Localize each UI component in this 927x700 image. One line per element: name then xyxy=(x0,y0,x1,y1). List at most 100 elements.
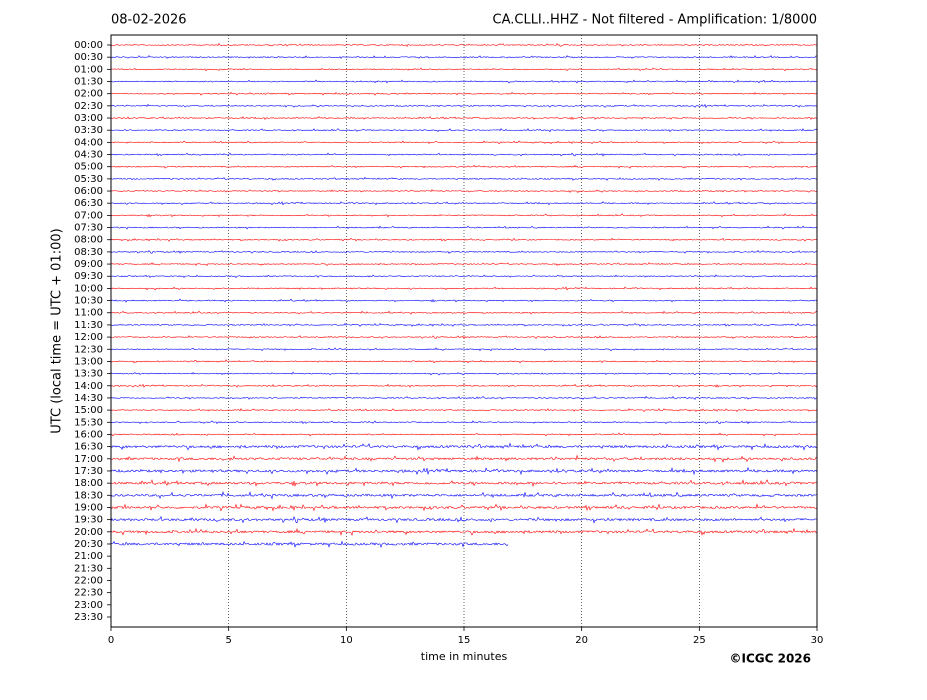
trace xyxy=(110,128,818,133)
y-tick-label: 15:00 xyxy=(74,405,103,416)
y-tick-label: 07:00 xyxy=(74,210,103,221)
y-tick-label: 04:00 xyxy=(74,137,103,148)
trace xyxy=(110,116,818,121)
y-tick-label: 14:00 xyxy=(74,381,103,392)
chart-date: 08-02-2026 xyxy=(111,13,187,28)
trace xyxy=(110,383,818,388)
plot-frame xyxy=(110,34,818,628)
trace xyxy=(110,347,818,352)
x-tick-label: 25 xyxy=(693,635,706,646)
trace xyxy=(110,335,818,340)
trace xyxy=(110,103,818,108)
trace xyxy=(110,249,818,254)
y-tick-label: 18:30 xyxy=(74,490,103,501)
chart-title: CA.CLLI..HHZ - Not filtered - Amplificat… xyxy=(493,13,818,28)
trace xyxy=(110,454,818,463)
y-tick-label: 05:00 xyxy=(74,162,103,173)
trace xyxy=(110,286,818,291)
y-tick-label: 01:00 xyxy=(74,64,103,75)
y-tick-label: 07:30 xyxy=(74,223,103,234)
trace xyxy=(110,408,818,413)
y-tick-label: 17:30 xyxy=(74,466,103,477)
y-tick-label: 04:30 xyxy=(74,150,103,161)
trace xyxy=(110,91,818,96)
y-tick-label: 16:00 xyxy=(74,429,103,440)
y-tick-label: 23:30 xyxy=(74,612,103,623)
x-tick-label: 20 xyxy=(575,635,588,646)
y-tick-label: 05:30 xyxy=(74,174,103,185)
y-tick-label: 11:30 xyxy=(74,320,103,331)
trace xyxy=(110,491,818,500)
trace xyxy=(110,237,818,242)
y-tick-label: 23:00 xyxy=(74,600,103,611)
trace xyxy=(110,55,818,59)
trace xyxy=(110,79,818,84)
trace xyxy=(110,515,818,524)
trace xyxy=(110,176,818,181)
trace xyxy=(110,152,818,157)
trace xyxy=(110,140,818,145)
y-tick-label: 01:30 xyxy=(74,77,103,88)
x-axis-label: time in minutes xyxy=(421,650,508,663)
x-tick-label: 5 xyxy=(225,635,231,646)
y-tick-label: 08:00 xyxy=(74,235,103,246)
y-tick-label: 12:00 xyxy=(74,332,103,343)
y-tick-label: 03:30 xyxy=(74,125,103,136)
trace xyxy=(110,322,818,327)
trace xyxy=(110,371,818,376)
y-tick-label: 21:00 xyxy=(74,551,103,562)
y-tick-label: 22:00 xyxy=(74,575,103,586)
trace xyxy=(110,442,818,451)
y-tick-label: 03:00 xyxy=(74,113,103,124)
y-tick-label: 15:30 xyxy=(74,417,103,428)
y-tick-label: 10:30 xyxy=(74,296,103,307)
trace xyxy=(110,432,818,437)
y-tick-label: 09:30 xyxy=(74,271,103,282)
x-tick-label: 0 xyxy=(108,635,114,646)
trace xyxy=(110,479,818,488)
y-tick-label: 21:30 xyxy=(74,563,103,574)
x-tick-label: 30 xyxy=(811,635,824,646)
trace xyxy=(110,540,509,549)
trace xyxy=(110,43,818,47)
y-tick-label: 06:30 xyxy=(74,198,103,209)
y-tick-label: 13:00 xyxy=(74,356,103,367)
trace xyxy=(110,225,818,230)
x-tick-label: 15 xyxy=(458,635,471,646)
trace xyxy=(110,503,818,512)
y-tick-label: 11:00 xyxy=(74,308,103,319)
y-axis-label: UTC (local time = UTC + 01:00) xyxy=(50,228,65,433)
trace xyxy=(110,262,818,267)
y-tick-label: 20:30 xyxy=(74,539,103,550)
y-tick-label: 16:30 xyxy=(74,442,103,453)
y-tick-label: 10:00 xyxy=(74,283,103,294)
y-tick-label: 00:00 xyxy=(74,40,103,51)
y-tick-label: 06:00 xyxy=(74,186,103,197)
trace xyxy=(110,189,818,193)
trace xyxy=(110,359,818,364)
y-tick-label: 12:30 xyxy=(74,344,103,355)
y-tick-label: 19:00 xyxy=(74,502,103,513)
trace xyxy=(110,67,818,72)
trace xyxy=(110,420,818,425)
y-tick-label: 14:30 xyxy=(74,393,103,404)
trace xyxy=(110,466,818,476)
y-tick-label: 00:30 xyxy=(74,52,103,63)
y-tick-label: 18:00 xyxy=(74,478,103,489)
y-tick-label: 02:30 xyxy=(74,101,103,112)
trace xyxy=(110,164,818,169)
y-tick-label: 19:30 xyxy=(74,515,103,526)
copyright: ©ICGC 2026 xyxy=(729,652,811,666)
y-tick-label: 22:30 xyxy=(74,588,103,599)
trace xyxy=(110,274,818,279)
y-tick-label: 02:00 xyxy=(74,89,103,100)
x-tick-label: 10 xyxy=(340,635,353,646)
trace xyxy=(110,310,818,315)
y-tick-label: 08:30 xyxy=(74,247,103,258)
trace xyxy=(110,527,818,536)
trace xyxy=(110,395,818,400)
y-tick-label: 09:00 xyxy=(74,259,103,270)
y-tick-label: 17:00 xyxy=(74,454,103,465)
